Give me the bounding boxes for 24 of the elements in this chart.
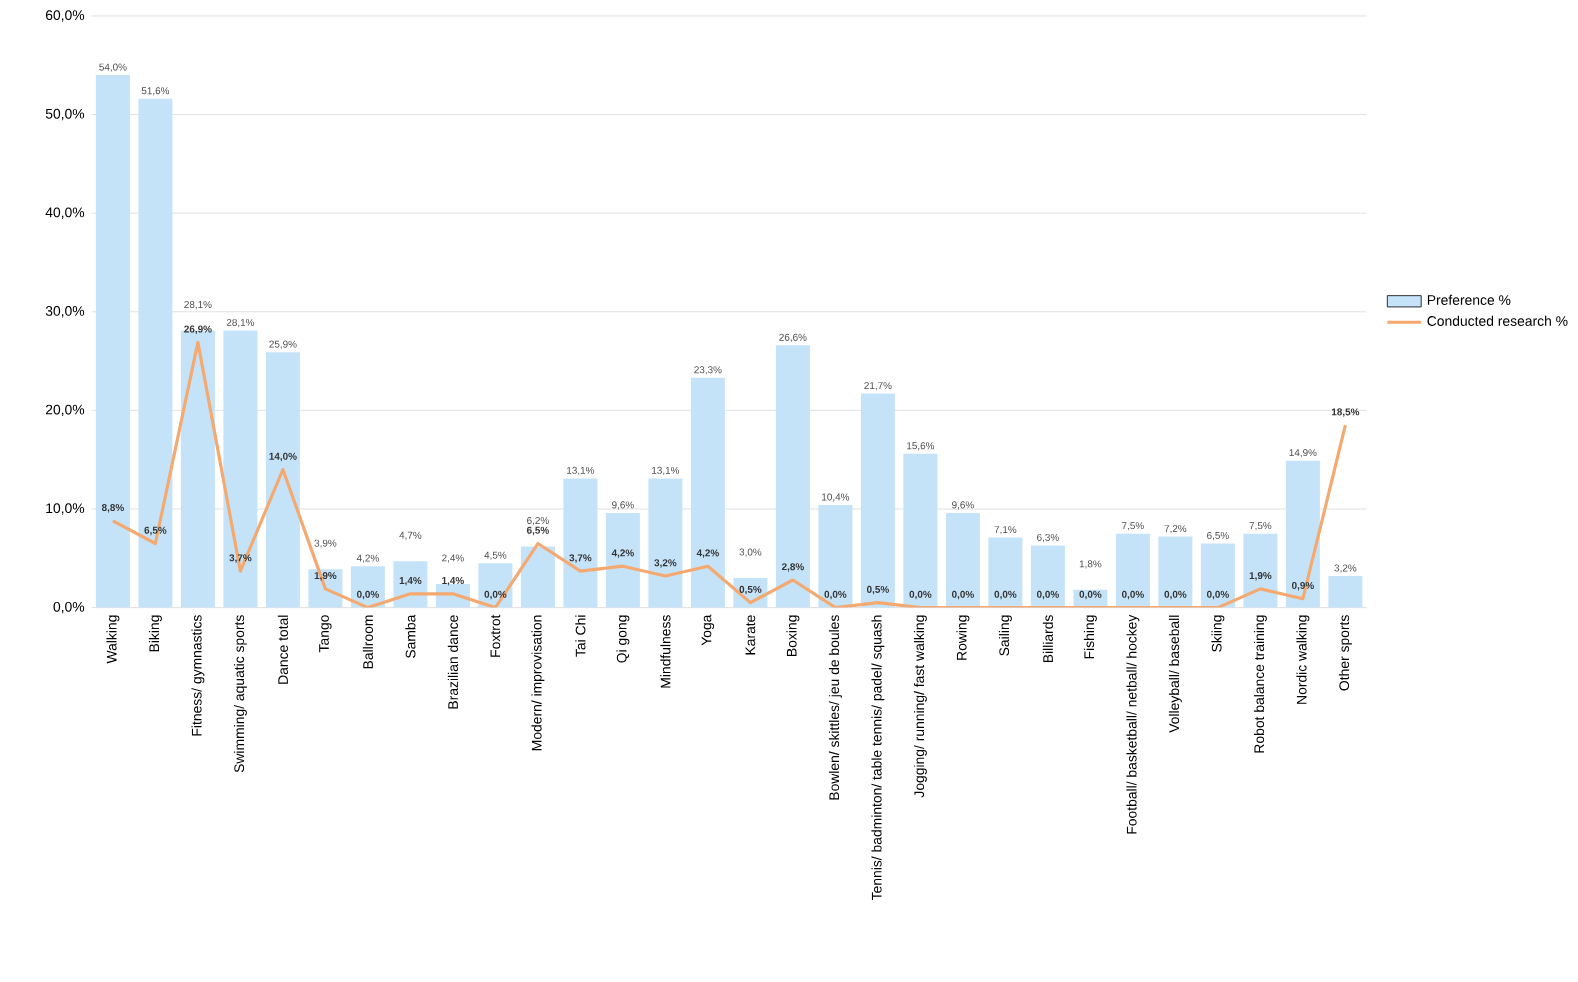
bar (1030, 545, 1065, 608)
bar (138, 98, 173, 608)
bar (860, 393, 895, 608)
bar (818, 504, 853, 608)
bar (265, 352, 300, 608)
bar (903, 453, 938, 608)
bar (1243, 533, 1278, 608)
bar (690, 377, 725, 608)
bar (945, 512, 980, 608)
bar (1158, 536, 1193, 608)
bar (1285, 460, 1320, 608)
bar (1328, 575, 1363, 608)
bar (563, 478, 598, 608)
bar (223, 330, 258, 608)
bar (393, 561, 428, 608)
bar (95, 75, 130, 608)
bar (648, 478, 683, 608)
bar (988, 537, 1023, 608)
bar (1115, 533, 1150, 608)
bar (520, 546, 555, 608)
bar (1200, 543, 1235, 608)
bar (775, 345, 810, 608)
bar (180, 330, 215, 608)
bar (605, 512, 640, 608)
